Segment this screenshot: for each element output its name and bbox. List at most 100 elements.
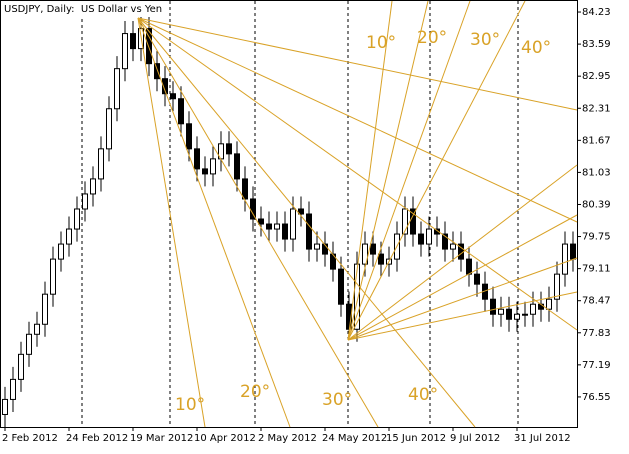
candle-body	[82, 193, 88, 210]
candle-body	[18, 353, 24, 380]
fan-line	[347, 214, 578, 341]
y-tick-label: 83.59	[582, 39, 611, 50]
candle-body	[298, 208, 304, 215]
title-bg	[1, 1, 151, 17]
angle-label: 10°	[175, 395, 205, 415]
candle-body	[74, 208, 80, 230]
x-tick-label: 31 Jul 2012	[514, 433, 571, 444]
candle-body	[42, 293, 48, 325]
candle-body	[162, 78, 168, 95]
candle-body	[314, 243, 320, 250]
candle-body	[282, 223, 288, 240]
angle-label: 20°	[240, 382, 270, 402]
fan-line	[137, 17, 206, 428]
candle-body	[522, 313, 528, 316]
candle-body	[338, 268, 344, 305]
fan-line	[137, 17, 291, 428]
y-tick-label: 77.19	[582, 360, 611, 371]
fan-line	[347, 0, 471, 341]
y-tick-label: 81.03	[582, 167, 611, 178]
fan-line	[137, 17, 578, 111]
candle-body	[498, 308, 504, 315]
candle-body	[154, 63, 160, 80]
candle-body	[90, 178, 96, 195]
candle-body	[146, 28, 152, 65]
fan-line	[137, 17, 578, 331]
candle-body	[26, 333, 32, 355]
y-tick-label: 80.39	[582, 199, 611, 210]
fan-line	[137, 17, 379, 428]
candle-body	[106, 108, 112, 150]
candle-body	[434, 228, 440, 235]
candle-body	[242, 178, 248, 200]
candle-body	[290, 208, 296, 240]
fan-line	[347, 164, 578, 341]
candle-body	[226, 143, 232, 155]
candle-body	[370, 243, 376, 255]
candle-body	[354, 263, 360, 330]
angle-label: 10°	[366, 33, 396, 53]
candle-body	[530, 303, 536, 315]
x-tick-label: 24 Feb 2012	[66, 433, 128, 444]
candle-body	[274, 223, 280, 230]
candle-body	[450, 243, 456, 250]
candle-body	[562, 243, 568, 275]
gann-fan-top	[137, 17, 578, 428]
y-tick-label: 79.11	[582, 264, 611, 275]
fan-line	[347, 0, 429, 341]
y-tick-label: 82.95	[582, 71, 611, 82]
candle-body	[186, 123, 192, 150]
candle-body	[98, 148, 104, 180]
candle-body	[258, 218, 264, 225]
candle-body	[426, 228, 432, 245]
angle-label: 40°	[521, 38, 551, 58]
candle-body	[546, 298, 552, 310]
candle-body	[418, 233, 424, 245]
angle-label: 30°	[322, 390, 352, 410]
x-tick-label: 15 Jun 2012	[386, 433, 446, 444]
candle-body	[466, 258, 472, 275]
candle-body	[10, 378, 16, 400]
angle-label: 30°	[470, 30, 500, 50]
x-tick-label: 9 Jul 2012	[450, 433, 500, 444]
candle-body	[570, 243, 576, 260]
fan-line	[347, 291, 578, 341]
plot-frame	[0, 0, 578, 428]
fan-line	[137, 17, 578, 223]
candle-body	[322, 243, 328, 255]
fan-line	[347, 0, 393, 341]
chart-title: USDJPY, Daily: US Dollar vs Yen	[4, 4, 162, 15]
angle-label: 40°	[408, 385, 438, 405]
fan-line	[347, 0, 526, 341]
x-tick-label: 24 May 2012	[322, 433, 387, 444]
candle-body	[554, 273, 560, 300]
y-tick-label: 78.47	[582, 296, 611, 307]
y-tick-label: 82.31	[582, 103, 611, 114]
candle-body	[234, 153, 240, 180]
candle-body	[474, 273, 480, 285]
y-tick-label: 77.83	[582, 328, 611, 339]
fan-line	[347, 257, 578, 341]
candle-body	[306, 213, 312, 250]
candle-body	[34, 323, 40, 335]
candle-body	[170, 93, 176, 100]
y-tick-label: 76.55	[582, 392, 611, 403]
gann-fan-bottom	[347, 0, 578, 341]
x-tick-label: 2 May 2012	[258, 433, 317, 444]
candle-body	[514, 313, 520, 320]
y-tick-label: 84.23	[582, 7, 611, 18]
candle-body	[266, 223, 272, 230]
candle-body	[362, 243, 368, 265]
candle-body	[410, 208, 416, 235]
candle-body	[122, 33, 128, 70]
x-tick-label: 10 Apr 2012	[194, 433, 256, 444]
candle-body	[130, 33, 136, 50]
x-tick-label: 2 Feb 2012	[2, 433, 58, 444]
candle-body	[442, 233, 448, 250]
candle-body	[66, 228, 72, 245]
candle-body	[114, 68, 120, 110]
candle-body	[402, 208, 408, 235]
x-tick-label: 19 Mar 2012	[130, 433, 193, 444]
